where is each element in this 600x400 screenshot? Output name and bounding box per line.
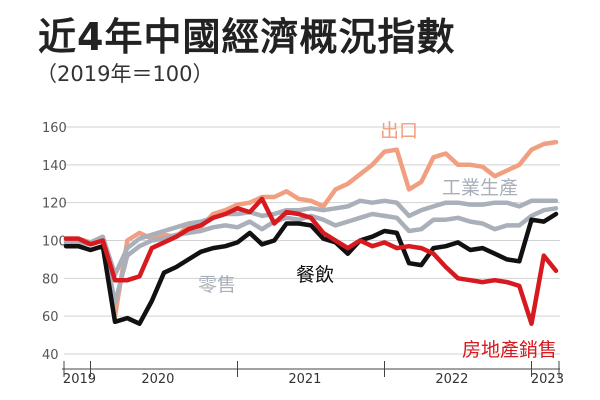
series-label-industrial-production: 工業生產 <box>442 177 518 199</box>
series-label-retail: 零售 <box>198 274 236 296</box>
series-label-catering: 餐飲 <box>296 264 334 286</box>
chart-subtitle: （2019年＝100） <box>36 62 214 86</box>
x-tick-label: 2020 <box>141 372 174 387</box>
y-tick-labels: 40 60 80 100 120 140 160 <box>42 121 67 363</box>
y-tick-label: 100 <box>42 235 67 250</box>
chart-title: 近4年中國經濟概況指數 <box>38 15 456 59</box>
series-line-industrial-production <box>63 198 559 277</box>
y-tick-label: 140 <box>42 159 67 174</box>
x-axis: 2019 2020 2021 2022 2023 <box>62 361 564 387</box>
series-label-real-estate-sales: 房地產銷售 <box>462 339 557 361</box>
y-tick-label: 80 <box>42 272 59 287</box>
x-tick-label: 2023 <box>531 372 564 387</box>
x-tick-label: 2021 <box>288 372 321 387</box>
x-tick-label: 2022 <box>435 372 468 387</box>
y-tick-label: 40 <box>42 348 59 363</box>
x-tick-label: 2019 <box>63 372 96 387</box>
series-label-exports: 出口 <box>380 120 418 142</box>
series-line-retail <box>63 206 559 306</box>
series-line-catering <box>63 211 559 326</box>
y-tick-label: 120 <box>42 197 67 212</box>
y-tick-label: 160 <box>42 121 67 136</box>
y-tick-label: 60 <box>42 310 59 325</box>
series-lines <box>63 139 559 326</box>
series-line-real-estate-sales <box>63 196 559 326</box>
series-line-exports <box>63 139 559 319</box>
